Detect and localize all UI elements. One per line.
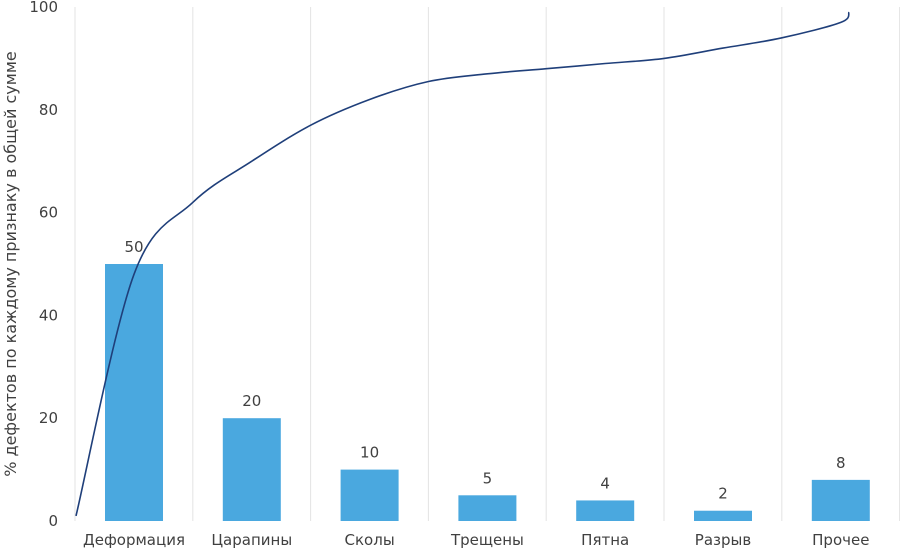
category-label: Трещены bbox=[450, 531, 524, 548]
y-axis-title: % дефектов по каждому признаку в общей с… bbox=[1, 51, 20, 477]
bar bbox=[105, 264, 163, 521]
category-label: Разрыв bbox=[695, 531, 751, 548]
data-label: 20 bbox=[242, 392, 261, 410]
bar bbox=[811, 479, 870, 521]
y-tick-label: 80 bbox=[39, 101, 58, 119]
data-label: 2 bbox=[718, 485, 728, 503]
bar bbox=[576, 500, 635, 521]
category-label: Пятна bbox=[581, 531, 629, 548]
bar bbox=[458, 495, 517, 521]
y-tick-label: 100 bbox=[29, 0, 58, 16]
category-label: Деформация bbox=[83, 531, 185, 548]
bar bbox=[340, 469, 399, 521]
data-label: 4 bbox=[600, 474, 610, 492]
bar-layer bbox=[105, 264, 870, 521]
category-label: Царапины bbox=[211, 531, 292, 548]
y-tick-label: 40 bbox=[39, 306, 58, 324]
grid-layer bbox=[74, 7, 900, 521]
cumulative-line bbox=[75, 11, 850, 517]
data-label: 5 bbox=[483, 469, 493, 487]
y-tick-label: 60 bbox=[39, 204, 58, 222]
bar bbox=[694, 510, 752, 521]
data-label: 8 bbox=[836, 454, 846, 472]
y-tick-layer: 0 20 40 60 80 100 bbox=[29, 0, 58, 530]
data-label: 10 bbox=[360, 444, 379, 462]
y-tick-label: 20 bbox=[39, 409, 58, 427]
line-layer bbox=[75, 11, 850, 517]
category-label: Прочее bbox=[812, 531, 869, 548]
data-label-layer: 50 20 10 5 4 2 8 bbox=[124, 238, 845, 503]
category-label: Сколы bbox=[345, 531, 395, 548]
x-label-layer: Деформация Царапины Сколы Трещены Пятна Разры… bbox=[83, 531, 869, 548]
bar bbox=[222, 418, 281, 521]
y-tick-label: 0 bbox=[48, 512, 58, 530]
data-label: 50 bbox=[124, 238, 143, 256]
